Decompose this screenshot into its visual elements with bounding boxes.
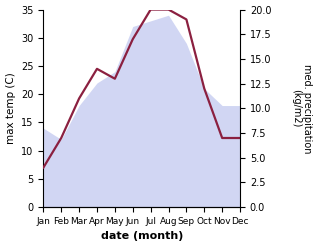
Y-axis label: max temp (C): max temp (C) xyxy=(5,72,16,144)
Y-axis label: med. precipitation
(kg/m2): med. precipitation (kg/m2) xyxy=(291,64,313,153)
X-axis label: date (month): date (month) xyxy=(100,231,183,242)
